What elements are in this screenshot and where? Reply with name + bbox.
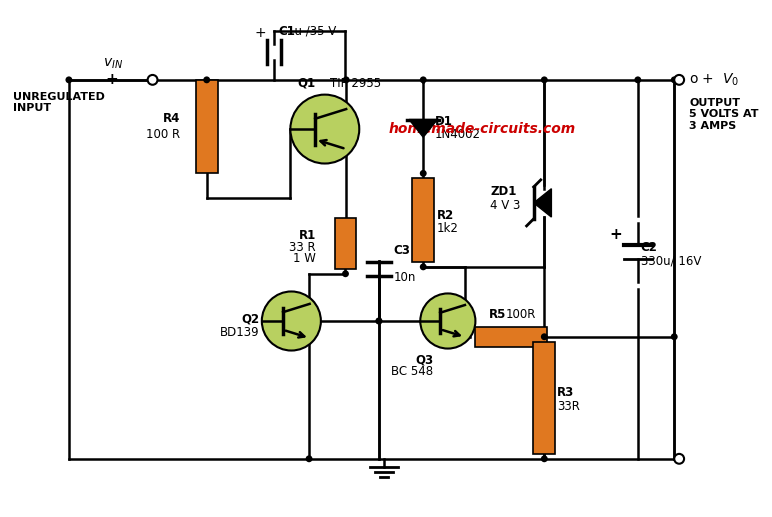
Text: C3: C3 [394, 244, 411, 257]
Text: 33 R: 33 R [290, 241, 316, 254]
Circle shape [290, 95, 359, 163]
Bar [334, 218, 357, 269]
Text: BD139: BD139 [220, 326, 260, 339]
Text: 1u /35 V: 1u /35 V [287, 24, 337, 38]
Bar [533, 342, 555, 454]
Circle shape [262, 292, 321, 351]
Text: 33R: 33R [557, 400, 580, 413]
Text: Q3: Q3 [415, 354, 433, 367]
Text: 100 R: 100 R [146, 128, 180, 141]
Circle shape [343, 77, 350, 83]
Circle shape [541, 455, 548, 462]
Circle shape [147, 75, 157, 85]
Circle shape [674, 75, 684, 85]
Text: D1: D1 [435, 115, 453, 128]
Circle shape [541, 333, 548, 340]
Circle shape [306, 455, 313, 462]
Text: TIP 2955: TIP 2955 [330, 77, 381, 89]
Text: 100R: 100R [506, 308, 537, 321]
Text: +: + [105, 72, 118, 87]
Circle shape [674, 454, 684, 464]
Text: ZD1: ZD1 [490, 185, 516, 197]
Text: R5: R5 [489, 308, 506, 321]
Circle shape [635, 77, 642, 83]
Bar [475, 327, 547, 346]
Circle shape [671, 333, 678, 340]
Text: homemade-circuits.com: homemade-circuits.com [388, 122, 576, 136]
Circle shape [420, 170, 427, 177]
Text: R4: R4 [163, 112, 180, 125]
Text: +: + [254, 26, 266, 40]
Text: o +  $V_0$: o + $V_0$ [689, 72, 740, 88]
Text: UNREGULATED
INPUT: UNREGULATED INPUT [13, 92, 105, 113]
Circle shape [342, 270, 349, 277]
Text: Q2: Q2 [242, 313, 260, 326]
Bar [196, 80, 218, 173]
Text: 4 V 3: 4 V 3 [490, 200, 520, 212]
Circle shape [375, 317, 382, 325]
Text: C2: C2 [641, 241, 658, 254]
Circle shape [420, 77, 427, 83]
Circle shape [66, 77, 73, 83]
Circle shape [203, 77, 210, 83]
Text: R2: R2 [437, 209, 454, 222]
Circle shape [671, 77, 678, 83]
Bar [412, 178, 434, 262]
Circle shape [420, 264, 427, 270]
Circle shape [420, 294, 476, 348]
Text: 330u/ 16V: 330u/ 16V [641, 254, 701, 267]
Text: R3: R3 [557, 386, 574, 399]
Polygon shape [533, 189, 551, 217]
Text: 1 W: 1 W [293, 252, 316, 266]
Text: 10n: 10n [394, 271, 416, 284]
Circle shape [375, 317, 382, 325]
Text: 1N4002: 1N4002 [435, 128, 481, 141]
Text: +: + [610, 227, 622, 242]
Text: OUTPUT
5 VOLTS AT
3 AMPS: OUTPUT 5 VOLTS AT 3 AMPS [689, 98, 759, 131]
Text: $v_{IN}$: $v_{IN}$ [103, 56, 123, 71]
Text: R1: R1 [299, 229, 316, 242]
Text: BC 548: BC 548 [391, 366, 433, 378]
Circle shape [541, 77, 548, 83]
Text: C1: C1 [279, 24, 296, 38]
Text: Q1: Q1 [297, 77, 316, 89]
Polygon shape [409, 119, 438, 137]
Text: 1k2: 1k2 [437, 222, 459, 235]
